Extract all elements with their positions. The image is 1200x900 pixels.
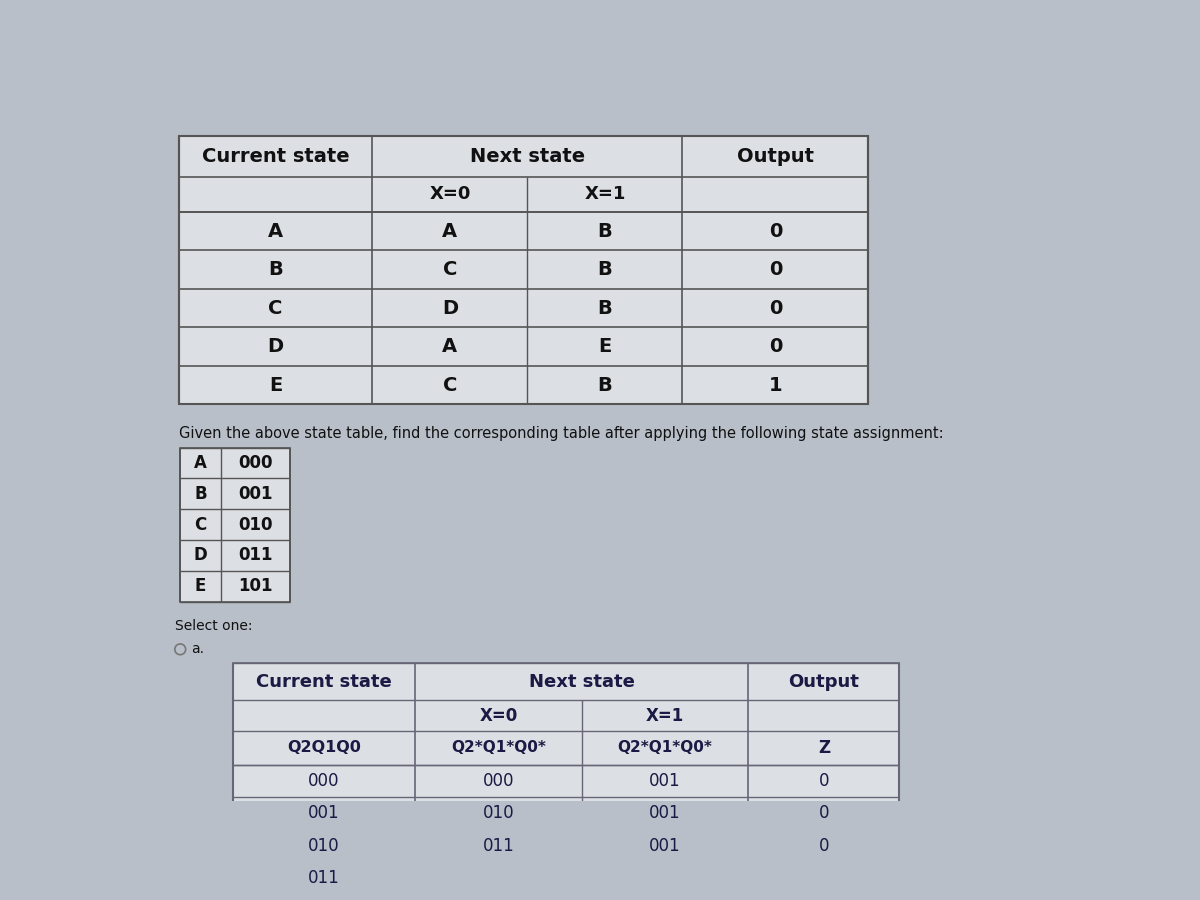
Text: 010: 010 bbox=[238, 516, 272, 534]
Text: 011: 011 bbox=[238, 546, 272, 564]
Text: 0: 0 bbox=[818, 772, 829, 790]
Text: C: C bbox=[269, 299, 283, 318]
Text: 000: 000 bbox=[238, 454, 272, 472]
Text: a.: a. bbox=[191, 643, 204, 656]
Text: Given the above state table, find the corresponding table after applying the fol: Given the above state table, find the co… bbox=[179, 426, 943, 441]
Text: A: A bbox=[443, 221, 457, 240]
Text: D: D bbox=[268, 338, 283, 356]
Text: 1: 1 bbox=[769, 375, 782, 395]
Text: 001: 001 bbox=[649, 772, 680, 790]
Text: E: E bbox=[194, 577, 206, 595]
Text: C: C bbox=[194, 516, 206, 534]
Text: 001: 001 bbox=[308, 805, 340, 823]
Text: A: A bbox=[443, 338, 457, 356]
Text: Q2*Q1*Q0*: Q2*Q1*Q0* bbox=[618, 741, 713, 755]
Text: B: B bbox=[194, 485, 206, 503]
Text: A: A bbox=[268, 221, 283, 240]
Text: 010: 010 bbox=[308, 837, 340, 855]
Text: B: B bbox=[598, 299, 612, 318]
Text: E: E bbox=[269, 375, 282, 395]
Text: 0: 0 bbox=[769, 260, 782, 279]
Text: B: B bbox=[598, 375, 612, 395]
Text: Current state: Current state bbox=[202, 147, 349, 166]
Text: 0: 0 bbox=[818, 837, 829, 855]
Text: 001: 001 bbox=[649, 837, 680, 855]
Text: 0: 0 bbox=[818, 805, 829, 823]
Text: 011: 011 bbox=[482, 837, 515, 855]
Text: Output: Output bbox=[737, 147, 814, 166]
Text: 000: 000 bbox=[308, 772, 340, 790]
Text: D: D bbox=[442, 299, 458, 318]
Text: C: C bbox=[443, 375, 457, 395]
Text: X=1: X=1 bbox=[584, 185, 625, 203]
Text: 101: 101 bbox=[238, 577, 272, 595]
Text: A: A bbox=[194, 454, 206, 472]
Text: D: D bbox=[193, 546, 208, 564]
Text: Select one:: Select one: bbox=[175, 619, 252, 634]
Text: Next state: Next state bbox=[470, 147, 584, 166]
Text: 0: 0 bbox=[769, 299, 782, 318]
Text: B: B bbox=[598, 221, 612, 240]
Bar bbox=[179, 137, 869, 404]
Text: X=0: X=0 bbox=[430, 185, 470, 203]
Text: X=1: X=1 bbox=[646, 706, 684, 724]
Text: Next state: Next state bbox=[529, 672, 635, 690]
Text: 010: 010 bbox=[482, 805, 514, 823]
Text: 0: 0 bbox=[769, 338, 782, 356]
Text: 011: 011 bbox=[308, 869, 340, 887]
Text: 001: 001 bbox=[649, 805, 680, 823]
Text: Z: Z bbox=[818, 739, 830, 757]
Bar bbox=[180, 447, 290, 601]
Text: C: C bbox=[443, 260, 457, 279]
Text: B: B bbox=[268, 260, 283, 279]
Text: 001: 001 bbox=[238, 485, 272, 503]
Text: Q2*Q1*Q0*: Q2*Q1*Q0* bbox=[451, 741, 546, 755]
Bar bbox=[233, 663, 900, 895]
Text: X=0: X=0 bbox=[479, 706, 517, 724]
Text: Output: Output bbox=[788, 672, 859, 690]
Text: Current state: Current state bbox=[256, 672, 392, 690]
Text: 000: 000 bbox=[482, 772, 514, 790]
Text: E: E bbox=[599, 338, 612, 356]
Text: Q2Q1Q0: Q2Q1Q0 bbox=[287, 741, 361, 755]
Text: B: B bbox=[598, 260, 612, 279]
Text: 0: 0 bbox=[769, 221, 782, 240]
